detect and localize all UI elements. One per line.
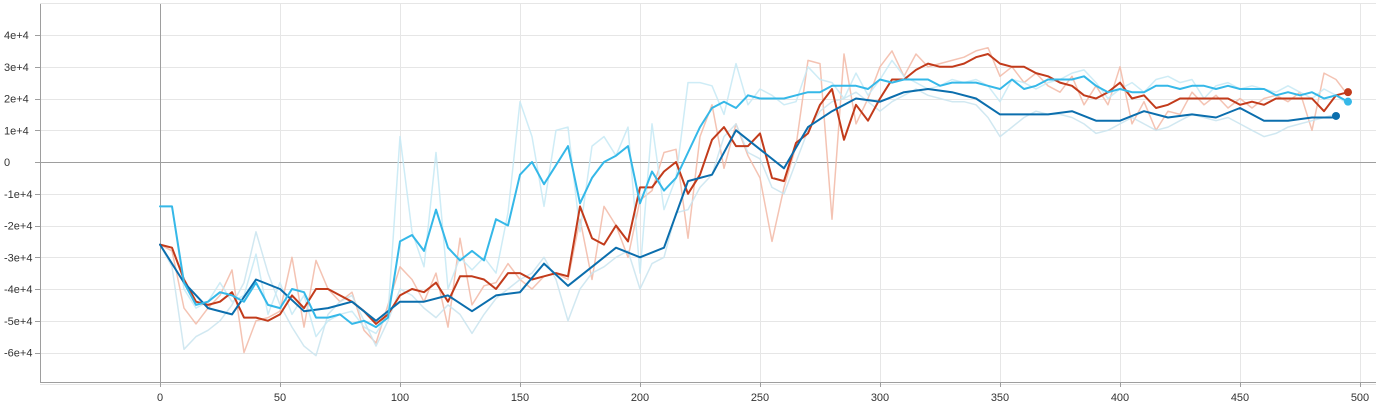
series-end-marker [1344, 88, 1352, 97]
x-tick-label: 250 [751, 392, 769, 404]
smoothed-series-line-5 [159, 75, 1349, 329]
series-end-marker [1332, 111, 1340, 120]
x-tick-label: 0 [157, 392, 163, 404]
series-lines [159, 46, 1349, 357]
x-tick-label: 150 [511, 392, 529, 404]
y-tick-label: -6e+4 [4, 348, 32, 360]
x-tick-label: 50 [274, 392, 286, 404]
end-markers [1332, 88, 1352, 120]
x-axis-ticks: 0 50 100 150 200 250 300 350 400 450 500 [157, 382, 1369, 404]
y-tick-label: -4e+4 [4, 284, 32, 296]
series-end-marker [1344, 97, 1352, 106]
y-tick-label: -2e+4 [4, 221, 32, 233]
y-tick-label: 3e+4 [4, 62, 29, 74]
raw-series-line-0 [159, 46, 1349, 354]
x-tick-label: 100 [391, 392, 409, 404]
y-tick-label: -3e+4 [4, 252, 32, 264]
smoothed-series-line-4 [159, 88, 1337, 322]
y-tick-label: 4e+4 [4, 30, 29, 42]
x-tick-label: 500 [1351, 392, 1369, 404]
y-tick-label: 0 [4, 157, 10, 169]
y-tick-label: -5e+4 [4, 316, 32, 328]
y-tick-label: 2e+4 [4, 94, 29, 106]
x-tick-label: 300 [871, 392, 889, 404]
axes [40, 4, 1376, 383]
y-axis-ticks: 4e+4 3e+4 2e+4 1e+4 0 -1e+4 -2e+4 -3e+4 -4e+4 -5e… [4, 30, 40, 360]
x-tick-label: 200 [631, 392, 649, 404]
x-tick-label: 450 [1231, 392, 1249, 404]
smoothed-series-line-3 [159, 53, 1349, 325]
y-tick-label: -1e+4 [4, 189, 32, 201]
x-tick-label: 400 [1111, 392, 1129, 404]
x-tick-label: 350 [991, 392, 1009, 404]
y-tick-label: 1e+4 [4, 125, 29, 137]
